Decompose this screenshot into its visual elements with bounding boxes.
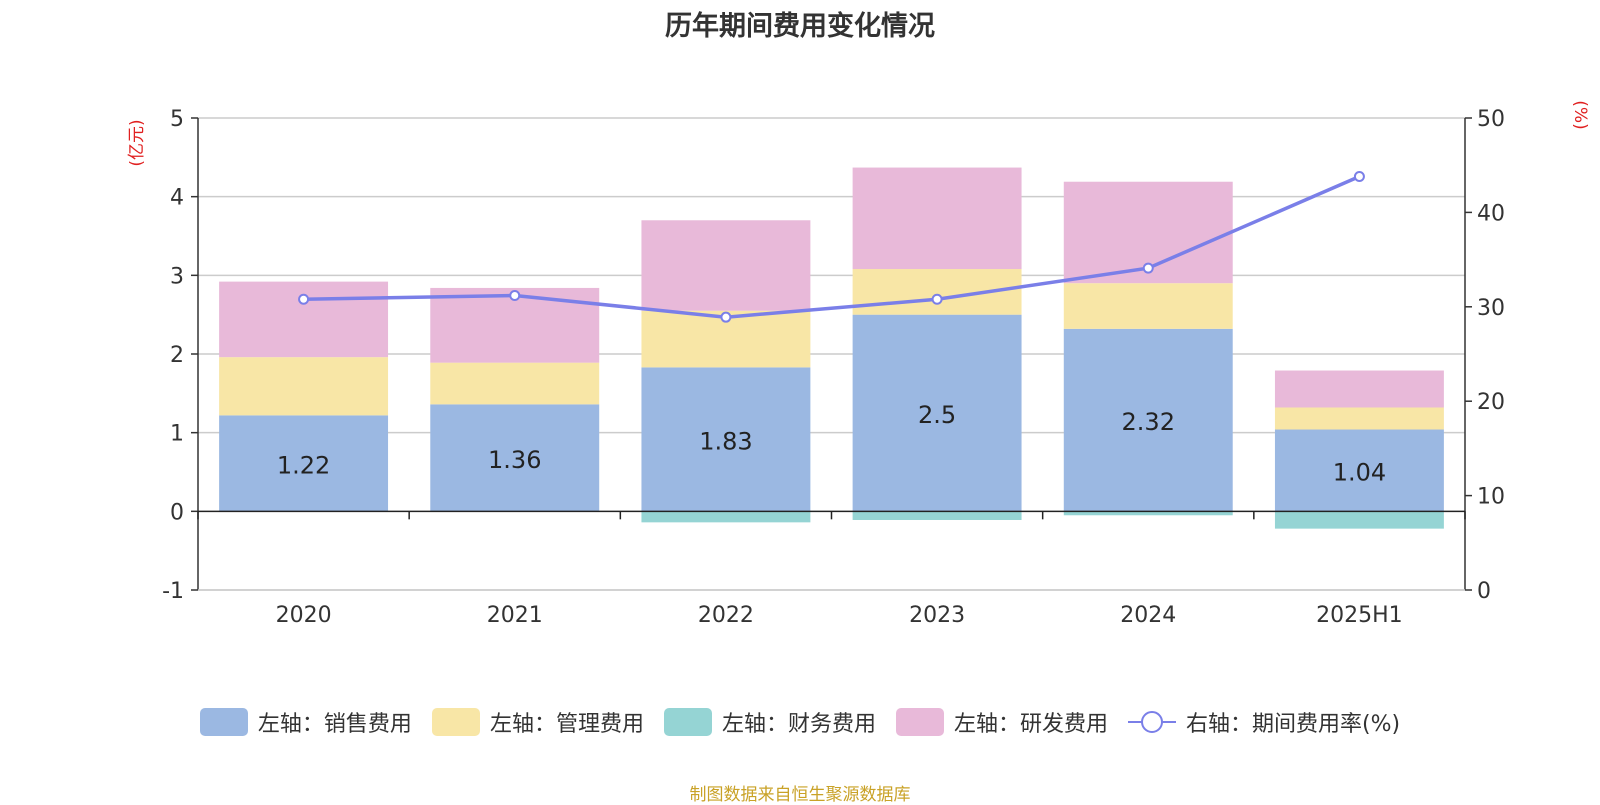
bar-2022: [641, 367, 811, 512]
y-left-tick-label: 5: [170, 107, 184, 132]
legend-item[interactable]: 左轴：财务费用: [663, 706, 876, 738]
y-right-tick-label: 40: [1477, 201, 1505, 226]
line-point: [931, 293, 943, 305]
bar-data-label: 1.36: [488, 446, 541, 474]
bar-2022: [641, 511, 811, 523]
bar-2023: [852, 511, 1022, 520]
bar-data-label: 1.83: [699, 427, 752, 455]
bar-2021: [430, 362, 600, 405]
bar-2024: [1063, 511, 1233, 516]
bar-2024: [1063, 283, 1233, 329]
legend-swatch: [199, 708, 248, 736]
y-left-tick-label: 4: [170, 186, 184, 211]
chart-title: 历年期间费用变化情况: [665, 11, 935, 42]
x-tick-label: 2022: [698, 603, 754, 628]
y-right-tick-label: 10: [1477, 485, 1505, 510]
line-expense-rate: [303, 174, 1361, 319]
legend-item[interactable]: 左轴：销售费用: [199, 706, 412, 738]
y-right-tick-label: 0: [1477, 579, 1491, 604]
y-left-unit: (亿元): [127, 119, 147, 166]
legend-item[interactable]: 左轴：研发费用: [895, 706, 1108, 738]
bar-2020: [219, 281, 389, 358]
legend-item[interactable]: 右轴：期间费用率(%): [1127, 706, 1401, 738]
source-note: 制图数据来自恒生聚源数据库: [689, 785, 911, 805]
bar-data-label: 1.22: [277, 451, 330, 479]
y-right-tick-label: 30: [1477, 296, 1505, 321]
bar-2020: [219, 415, 389, 512]
bar-2025H1: [1274, 407, 1444, 430]
legend-item[interactable]: 左轴：管理费用: [431, 706, 644, 738]
y-right-unit: (%): [1570, 100, 1590, 129]
legend: 左轴：销售费用 左轴：管理费用 左轴：财务费用 左轴：研发费用 右轴：期间费用率(%): [0, 702, 1600, 742]
bar-2025H1: [1274, 511, 1444, 529]
legend-swatch: [431, 708, 480, 736]
bar-2023: [852, 167, 1022, 270]
legend-label: 左轴：财务费用: [721, 712, 876, 737]
bar-2025H1: [1274, 429, 1444, 512]
y-left-tick-label: 1: [170, 422, 184, 447]
legend-label: 左轴：管理费用: [489, 712, 644, 737]
line-point: [1353, 171, 1365, 183]
legend-label: 左轴：研发费用: [953, 712, 1108, 737]
x-tick-label: 2024: [1120, 603, 1176, 628]
line-point: [509, 289, 521, 301]
line-point: [298, 293, 310, 305]
bar-data-label: 2.32: [1122, 408, 1175, 436]
x-tick-label: 2025H1: [1316, 603, 1403, 628]
legend-label: 左轴：销售费用: [257, 712, 412, 737]
y-left-tick-label: 2: [170, 343, 184, 368]
y-right-tick-label: 20: [1477, 390, 1505, 415]
legend-label: 右轴：期间费用率(%): [1185, 712, 1401, 737]
y-left-tick-label: 0: [170, 500, 184, 525]
y-left-tick-label: 3: [170, 264, 184, 289]
x-tick-label: 2021: [487, 603, 543, 628]
x-tick-label: 2023: [909, 603, 965, 628]
legend-swatch: [663, 708, 712, 736]
bar-data-label: 1.04: [1333, 458, 1386, 486]
x-tick-label: 2020: [276, 603, 332, 628]
line-point: [720, 311, 732, 323]
legend-swatch: [895, 708, 944, 736]
line-point: [1142, 262, 1154, 274]
y-right-tick-label: 50: [1477, 107, 1505, 132]
bar-2024: [1063, 328, 1233, 512]
bar-2025H1: [1274, 370, 1444, 408]
legend-line-marker-icon: [1127, 708, 1176, 736]
bar-data-label: 2.5: [918, 401, 956, 429]
bar-2023: [852, 314, 1022, 512]
y-left-tick-label: -1: [162, 579, 184, 604]
bar-2020: [219, 357, 389, 416]
bar-2022: [641, 220, 811, 311]
bar-2021: [430, 404, 600, 512]
